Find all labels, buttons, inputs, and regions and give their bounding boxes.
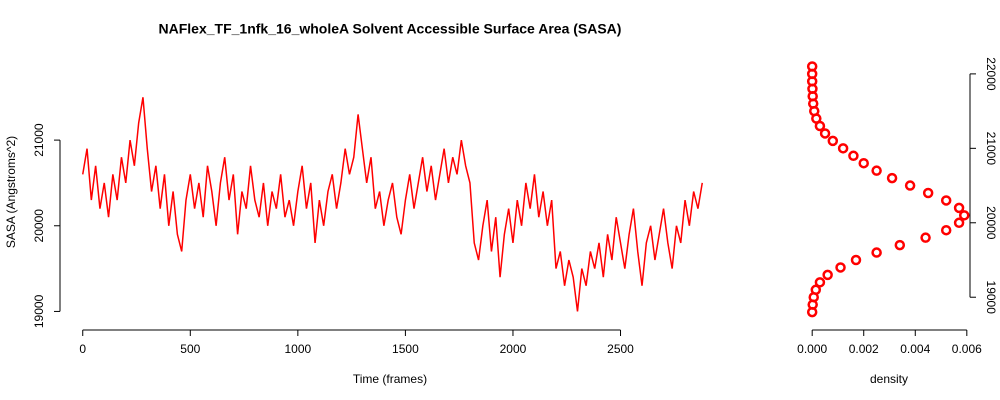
data-point bbox=[850, 254, 862, 266]
x-axis-label: Time (frames) bbox=[353, 372, 427, 386]
y-tick-label: 21000 bbox=[984, 132, 998, 166]
data-point bbox=[835, 262, 846, 273]
data-point bbox=[806, 61, 818, 72]
y-tick-label: 20000 bbox=[32, 209, 46, 243]
x-tick-label: 0.000 bbox=[797, 342, 827, 356]
data-point bbox=[958, 210, 970, 221]
x-axis-label: density bbox=[870, 372, 908, 386]
y-axis-label: SASA (Angstroms^2) bbox=[4, 136, 18, 248]
data-point bbox=[886, 172, 898, 184]
data-point bbox=[858, 157, 869, 169]
x-tick-label: 2500 bbox=[607, 342, 634, 356]
data-point bbox=[922, 187, 934, 199]
data-point bbox=[822, 269, 833, 281]
x-tick-label: 500 bbox=[180, 342, 200, 356]
data-point bbox=[848, 150, 859, 162]
y-tick-label: 22000 bbox=[984, 57, 998, 91]
y-tick-label: 21000 bbox=[32, 123, 46, 157]
y-tick-label: 19000 bbox=[32, 294, 46, 328]
x-tick-label: 0.004 bbox=[900, 342, 930, 356]
chart-title: NAFlex_TF_1nfk_16_wholeA Solvent Accessi… bbox=[159, 21, 622, 37]
data-point bbox=[814, 277, 826, 288]
data-point bbox=[827, 135, 839, 147]
data-line bbox=[82, 97, 703, 312]
data-point bbox=[940, 195, 952, 206]
y-tick-label: 19000 bbox=[984, 281, 998, 315]
x-tick-label: 2000 bbox=[500, 342, 527, 356]
data-point bbox=[953, 217, 965, 229]
x-tick-label: 0.006 bbox=[952, 342, 982, 356]
y-tick-label: 20000 bbox=[984, 206, 998, 240]
data-point bbox=[810, 284, 822, 296]
x-tick-label: 0.002 bbox=[849, 342, 879, 356]
data-point bbox=[904, 180, 916, 191]
data-point bbox=[871, 165, 882, 176]
data-point bbox=[894, 239, 906, 251]
x-tick-label: 0 bbox=[79, 342, 86, 356]
data-point bbox=[819, 128, 831, 139]
x-tick-label: 1000 bbox=[284, 342, 311, 356]
data-point bbox=[920, 232, 931, 243]
data-point bbox=[940, 224, 952, 236]
data-point bbox=[837, 143, 849, 154]
x-tick-label: 1500 bbox=[392, 342, 419, 356]
data-point bbox=[953, 202, 965, 214]
data-point bbox=[871, 247, 882, 258]
